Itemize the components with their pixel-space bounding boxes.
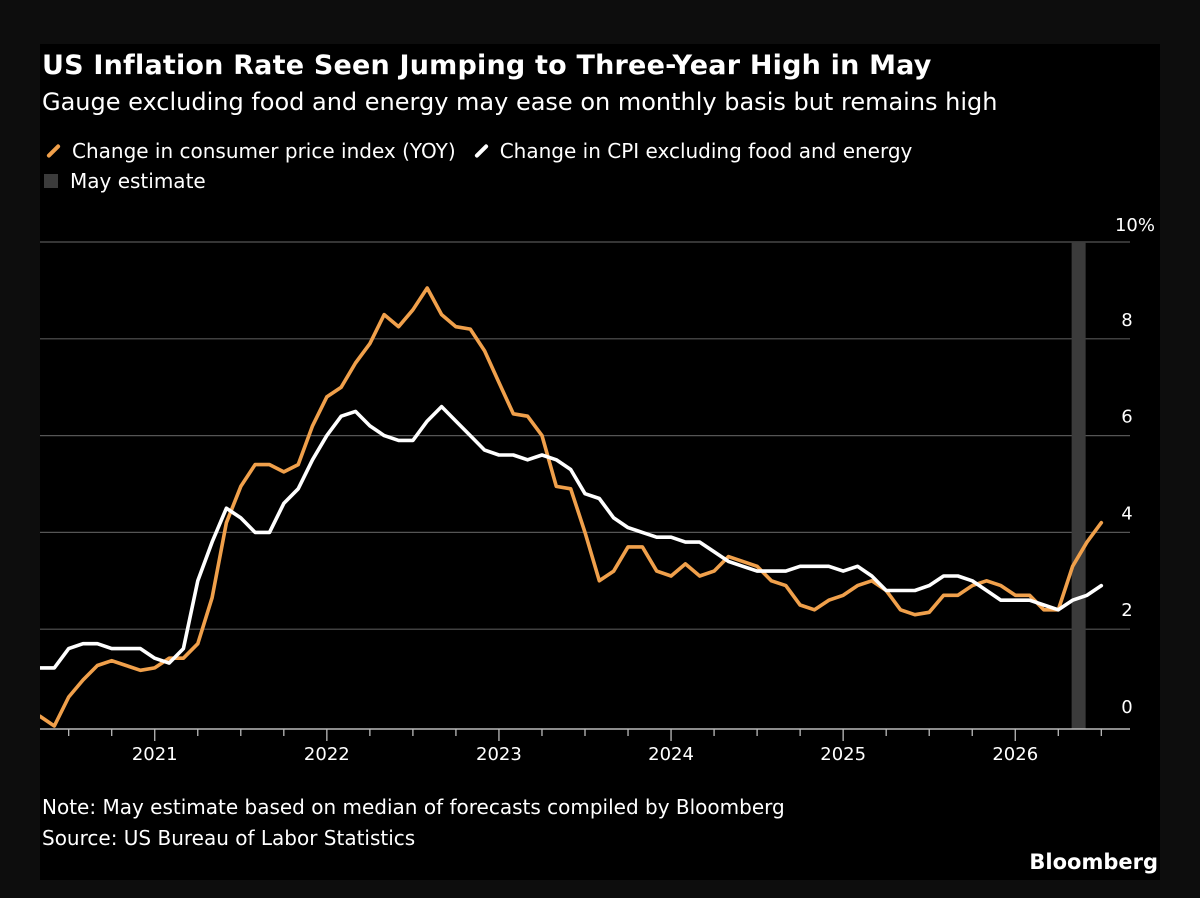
chart-title: US Inflation Rate Seen Jumping to Three-… — [42, 50, 932, 81]
legend-item-estimate: May estimate — [42, 169, 206, 193]
x-tick-label-2024: 2024 — [648, 744, 694, 765]
y-tick-label-6: 6 — [1121, 407, 1132, 428]
legend-swatch-estimate — [44, 174, 58, 188]
legend-label-estimate: May estimate — [70, 169, 206, 193]
chart-card: US Inflation Rate Seen Jumping to Three-… — [40, 44, 1160, 880]
series-line-cpi — [40, 286, 1104, 728]
estimate-band — [1071, 242, 1086, 729]
y-tick-label-2: 2 — [1121, 600, 1132, 621]
legend-item-core: Change in CPI excluding food and energy — [470, 139, 913, 163]
note-text: Note: May estimate based on median of fo… — [42, 795, 785, 819]
legend-item-cpi: Change in consumer price index (YOY) — [42, 139, 456, 163]
legend-label-core: Change in CPI excluding food and energy — [499, 139, 913, 163]
y-tick-label-8: 8 — [1121, 310, 1132, 331]
y-tick-label-10: 10% — [1115, 215, 1155, 236]
y-axis: 0 2 4 6 8 10% — [1115, 215, 1155, 718]
gridlines — [40, 241, 1130, 630]
legend-row-estimate: May estimate — [42, 166, 926, 196]
source-text: Source: US Bureau of Labor Statistics — [42, 826, 416, 850]
x-tick-label-2025: 2025 — [820, 744, 866, 765]
legend: Change in consumer price index (YOY) Cha… — [42, 136, 926, 196]
series-line-core — [40, 404, 1104, 670]
x-tick-label-2026: 2026 — [992, 744, 1038, 765]
x-tick-label-2023: 2023 — [476, 744, 522, 765]
y-tick-label-4: 4 — [1121, 503, 1132, 524]
estimate-band-layer — [1071, 242, 1086, 729]
x-tick-label-2021: 2021 — [132, 744, 178, 765]
legend-label-cpi: Change in consumer price index (YOY) — [72, 139, 456, 163]
legend-row-lines: Change in consumer price index (YOY) Cha… — [42, 136, 926, 166]
y-tick-label-0: 0 — [1121, 697, 1132, 718]
line-chart: 2021 2022 2023 2024 2025 2026 0 2 4 6 8 10% — [40, 215, 1155, 765]
series-layer — [40, 286, 1104, 728]
x-tick-label-2022: 2022 — [304, 744, 350, 765]
footnote: Note: May estimate based on median of fo… — [42, 792, 785, 854]
chart-subtitle: Gauge excluding food and energy may ease… — [42, 88, 998, 116]
x-axis: 2021 2022 2023 2024 2025 2026 — [40, 728, 1130, 765]
bloomberg-logo: Bloomberg — [1029, 850, 1158, 874]
